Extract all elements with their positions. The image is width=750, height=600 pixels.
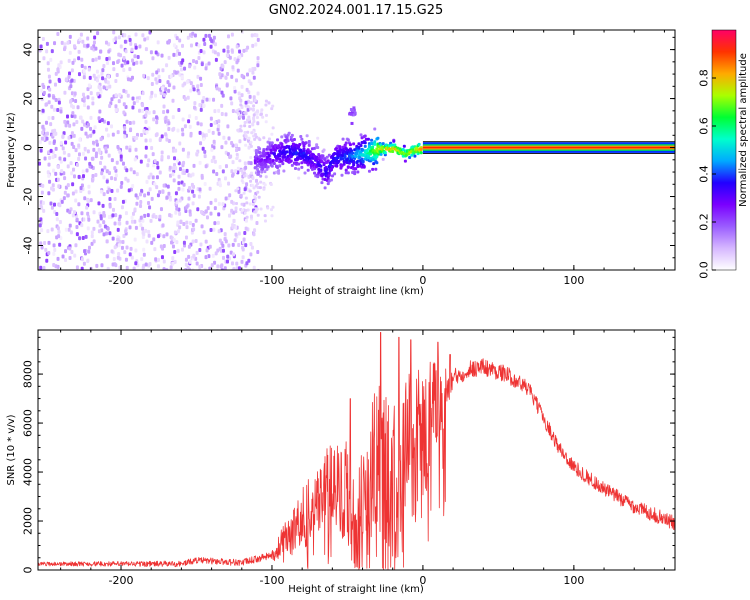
spectrum-y-tick-label: -20 — [22, 188, 35, 206]
spectrum-plot-area — [38, 30, 675, 270]
colorbar-label: Normalized spectral amplitude — [738, 53, 749, 207]
colorbar-tick-label: 0.8 — [698, 69, 711, 87]
signal-cells — [253, 106, 423, 190]
chart-title: GN02.2024.001.17.15.G25 — [269, 3, 444, 18]
snr-x-tick-label: 0 — [419, 574, 426, 587]
colorbar-tick-label: 0.0 — [698, 261, 711, 279]
colorbar-tick-label: 0.4 — [698, 165, 711, 183]
snr-x-axis-label: Height of straight line (km) — [288, 584, 424, 595]
spectrum-x-tick-label: 0 — [419, 274, 426, 287]
spectrum-frame — [37, 29, 676, 271]
spectrum-y-tick-label: 20 — [22, 92, 35, 106]
spectrum-y-tick-label: -40 — [22, 237, 35, 255]
snr-y-tick-label: 2000 — [22, 507, 35, 535]
colorbar-tick-label: 0.6 — [698, 117, 711, 135]
spectrum-x-axis-label: Height of straight line (km) — [288, 286, 424, 297]
snr-y-tick-label: 4000 — [22, 458, 35, 486]
snr-y-axis-label: SNR (10 * v/v) — [6, 414, 17, 485]
snr-y-tick-label: 8000 — [22, 360, 35, 388]
snr-y-tick-label: 0 — [22, 567, 35, 574]
tone-band-3 — [422, 146, 675, 149]
snr-frame — [37, 329, 676, 571]
spectrum-x-tick-label: -100 — [259, 274, 284, 287]
colorbar: 0.0 0.2 0.4 0.6 0.8 Normalized spectral ampl… — [698, 29, 749, 279]
snr-series-line — [37, 332, 676, 571]
spectrum-y-axis-label: Frequency (Hz) — [6, 112, 17, 188]
noise-cells — [38, 30, 275, 270]
colorbar-tick-label: 0.2 — [698, 213, 711, 231]
snr-x-tick-label: -100 — [259, 574, 284, 587]
colorbar-ticks: 0.0 0.2 0.4 0.6 0.8 — [698, 69, 716, 279]
snr-y-tick-label: 6000 — [22, 409, 35, 437]
spectrum-y-tick-label: 0 — [22, 144, 35, 151]
snr-x-tick-label: -200 — [109, 574, 134, 587]
colorbar-gradient — [711, 29, 737, 271]
snr-x-tick-label: 100 — [563, 574, 584, 587]
spectrum-x-tick-label: 100 — [563, 274, 584, 287]
spectrum-y-tick-label: 40 — [22, 43, 35, 57]
spectrum-x-tick-label: -200 — [109, 274, 134, 287]
